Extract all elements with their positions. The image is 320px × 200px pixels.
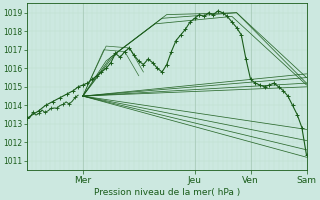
X-axis label: Pression niveau de la mer( hPa ): Pression niveau de la mer( hPa ) <box>93 188 240 197</box>
